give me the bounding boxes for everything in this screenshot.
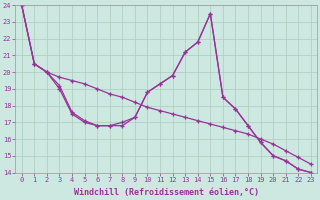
X-axis label: Windchill (Refroidissement éolien,°C): Windchill (Refroidissement éolien,°C) bbox=[74, 188, 259, 197]
